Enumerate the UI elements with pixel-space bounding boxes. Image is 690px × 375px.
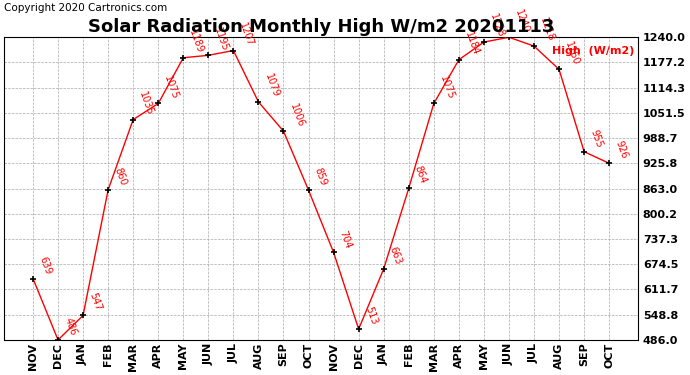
Text: 1006: 1006 xyxy=(288,102,306,128)
Text: 1189: 1189 xyxy=(188,28,205,55)
Text: 1075: 1075 xyxy=(162,74,180,101)
Text: 1195: 1195 xyxy=(213,26,230,53)
Text: 1184: 1184 xyxy=(463,30,481,57)
Text: 704: 704 xyxy=(338,229,353,250)
Text: 663: 663 xyxy=(388,245,404,266)
Text: 639: 639 xyxy=(37,255,53,276)
Text: 547: 547 xyxy=(87,292,103,313)
Text: 860: 860 xyxy=(112,166,128,187)
Text: 1075: 1075 xyxy=(438,74,456,101)
Text: Copyright 2020 Cartronics.com: Copyright 2020 Cartronics.com xyxy=(4,3,168,13)
Text: 859: 859 xyxy=(313,166,328,188)
Text: 955: 955 xyxy=(589,128,604,149)
Text: 486: 486 xyxy=(62,316,78,337)
Text: 1240: 1240 xyxy=(513,8,531,34)
Title: Solar Radiation Monthly High W/m2 20201113: Solar Radiation Monthly High W/m2 202011… xyxy=(88,18,554,36)
Text: 1218: 1218 xyxy=(538,17,556,44)
Text: 1207: 1207 xyxy=(237,21,255,48)
Text: 926: 926 xyxy=(613,140,629,160)
Text: 864: 864 xyxy=(413,165,428,185)
Text: High  (W/m2): High (W/m2) xyxy=(553,46,635,56)
Text: 1079: 1079 xyxy=(263,72,280,99)
Text: 1035: 1035 xyxy=(137,90,155,117)
Text: 1160: 1160 xyxy=(563,40,581,67)
Text: 1228: 1228 xyxy=(488,13,506,39)
Text: 513: 513 xyxy=(363,306,379,326)
